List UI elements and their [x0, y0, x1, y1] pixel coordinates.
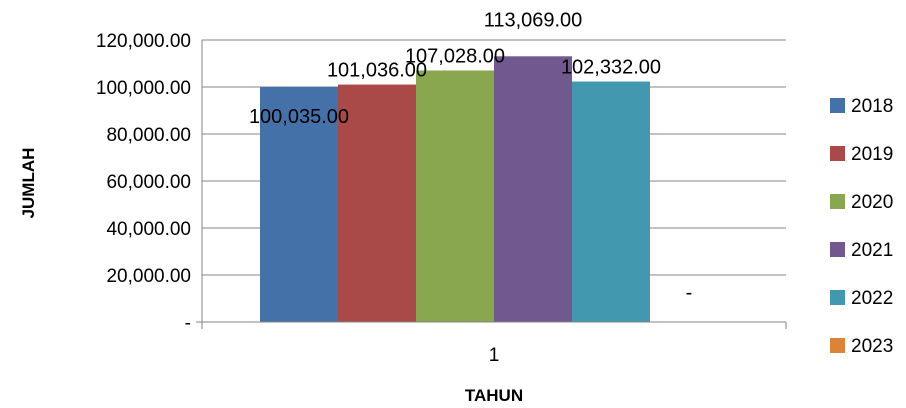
x-tick-label: 1	[489, 345, 500, 366]
y-tick-label: 80,000.00	[106, 125, 191, 146]
legend-swatch-2018	[830, 98, 845, 113]
legend-swatch-2022	[830, 290, 845, 305]
legend-label-2023: 2023	[851, 336, 893, 357]
bar-2018	[260, 86, 338, 322]
legend-label-2021: 2021	[851, 240, 893, 261]
legend: 2018 2019 2020 2021 2022 2023	[830, 96, 893, 357]
x-axis-title: TAHUN	[465, 386, 523, 405]
y-tick-label: -	[185, 313, 191, 334]
y-tick-label: 20,000.00	[106, 266, 191, 287]
y-tick-labels: - 20,000.00 40,000.00 60,000.00 80,000.00 100…	[96, 31, 191, 334]
y-tick-label: 120,000.00	[96, 31, 191, 52]
legend-label-2019: 2019	[851, 144, 893, 165]
legend-label-2018: 2018	[851, 96, 893, 117]
data-label-2022: 102,332.00	[561, 57, 661, 79]
data-label-2019: 101,036.00	[327, 60, 427, 82]
legend-swatch-2019	[830, 146, 845, 161]
data-label-2021: 113,069.00	[484, 9, 583, 31]
bar-2020	[416, 70, 494, 323]
legend-label-2020: 2020	[851, 192, 893, 213]
y-tick-label: 60,000.00	[106, 172, 191, 193]
y-axis-title: JUMLAH	[19, 148, 38, 219]
data-label-2018: 100,035.00	[249, 106, 349, 128]
data-label-2023: -	[686, 282, 693, 304]
y-tick-label: 100,000.00	[96, 78, 191, 99]
x-tick-labels: 1	[489, 345, 500, 366]
legend-label-2022: 2022	[851, 288, 893, 309]
legend-swatch-2020	[830, 194, 845, 209]
bar-2021	[494, 56, 572, 323]
axes	[196, 40, 787, 329]
data-label-2020: 107,028.00	[405, 45, 505, 67]
bar-2022	[572, 81, 650, 322]
y-tick-label: 40,000.00	[106, 219, 191, 240]
bars	[260, 56, 650, 323]
legend-swatch-2023	[830, 338, 845, 353]
legend-swatch-2021	[830, 242, 845, 257]
bar-2019	[338, 84, 416, 322]
